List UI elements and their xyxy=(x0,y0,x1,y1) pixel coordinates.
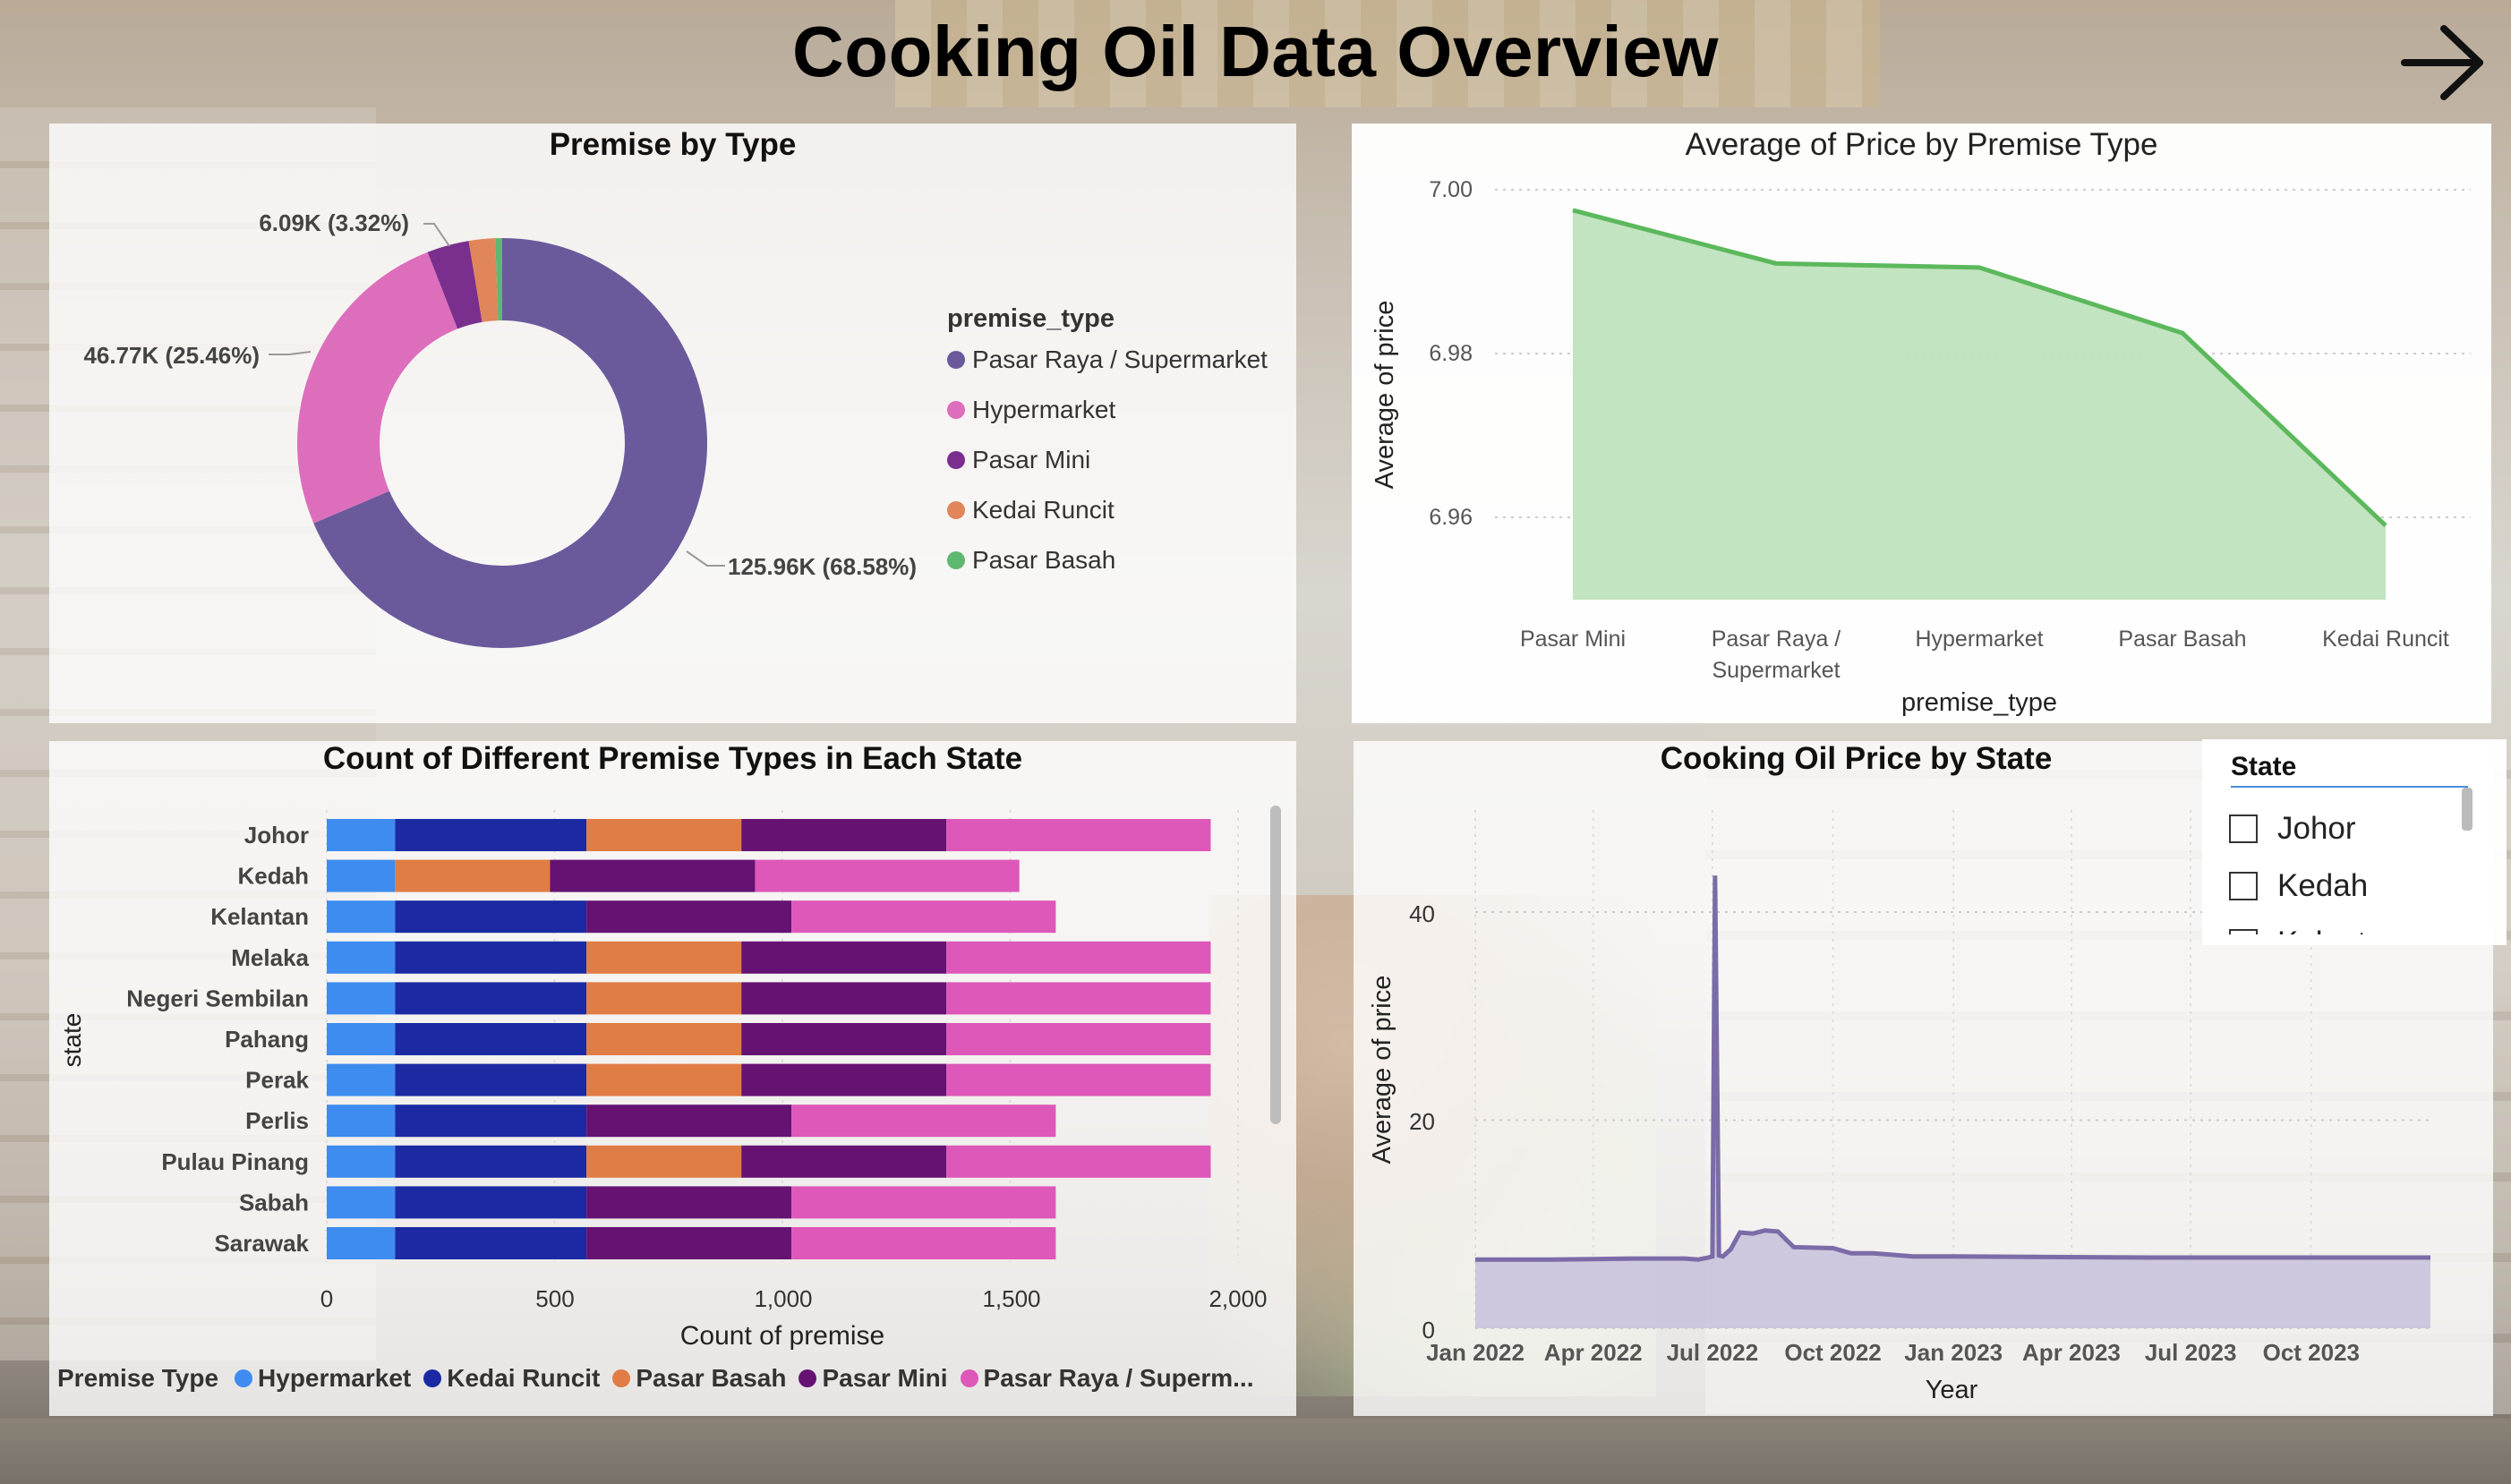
donut-leader-line-hypermarket xyxy=(269,351,312,355)
bar-legend-item-pasar-basah[interactable]: Pasar Basah xyxy=(612,1364,786,1393)
donut-slice[interactable] xyxy=(468,238,499,322)
bar-legend-item-hypermarket[interactable]: Hypermarket xyxy=(235,1364,411,1393)
stacked-bar-panel: Count of Different Premise Types in Each… xyxy=(49,741,1296,1416)
donut-label-hypermarket: 46.77K (25.46%) xyxy=(83,342,260,369)
area-y-axis-label: Average of price xyxy=(1371,301,1399,490)
donut-slice[interactable] xyxy=(427,241,483,329)
donut-label-pasar-mini: 6.09K (3.32%) xyxy=(259,209,409,236)
area-xtick: Supermarket xyxy=(1712,658,1840,683)
legend-label: Pasar Mini xyxy=(822,1364,948,1392)
donut-chart-title: Premise by Type xyxy=(549,127,797,162)
legend-dot xyxy=(960,1369,978,1387)
background-ornament xyxy=(895,0,1880,107)
area-xtick: Pasar Mini xyxy=(1520,627,1626,652)
legend-dot xyxy=(947,551,965,569)
legend-dot xyxy=(947,351,965,369)
slicer-item-label: Kelantan xyxy=(2277,925,2401,934)
area-xtick: Hypermarket xyxy=(1915,627,2043,652)
slicer-scrollbar[interactable] xyxy=(2462,788,2473,831)
legend-label: Pasar Basah xyxy=(972,546,1116,574)
legend-label: Pasar Raya / Superm... xyxy=(983,1364,1254,1392)
stacked-bar-title: Count of Different Premise Types in Each… xyxy=(322,741,1023,776)
slicer-title: State xyxy=(2231,752,2297,781)
line-chart-title: Cooking Oil Price by State xyxy=(1660,741,2053,776)
bar-legend-title: Premise Type xyxy=(57,1364,219,1392)
checkbox[interactable] xyxy=(2229,929,2258,934)
legend-label: Pasar Mini xyxy=(972,446,1091,473)
area-xtick: Pasar Basah xyxy=(2118,627,2246,652)
slicer-item-kedah[interactable]: Kedah xyxy=(2229,857,2471,915)
donut-leader-line-supermarket xyxy=(686,550,725,567)
bar-legend-item-supermarket[interactable]: Pasar Raya / Superm... xyxy=(960,1364,1254,1393)
legend-dot xyxy=(947,501,965,519)
legend-label: Kedai Runcit xyxy=(972,496,1115,524)
state-slicer: State Johor Kedah Kelantan xyxy=(2202,739,2507,945)
donut-chart-panel: Premise by Type 125.96K (68.58%) 46.77K … xyxy=(49,124,1296,723)
donut-label-supermarket: 125.96K (68.58%) xyxy=(728,553,917,580)
area-chart-title: Average of Price by Premise Type xyxy=(1685,127,2158,162)
area-ytick: 6.98 xyxy=(1429,341,1473,366)
area-fill xyxy=(1573,209,2386,600)
slicer-item-label: Johor xyxy=(2277,811,2356,846)
area-xtick: Kedai Runcit xyxy=(2322,627,2449,652)
area-ytick: 6.96 xyxy=(1429,505,1473,530)
area-line xyxy=(1572,208,2387,527)
donut-slice[interactable] xyxy=(313,238,708,649)
donut-slice[interactable] xyxy=(495,238,502,321)
checkbox[interactable] xyxy=(2229,872,2258,900)
background-footer-strip xyxy=(0,1419,2511,1484)
donut-slice[interactable] xyxy=(297,252,458,524)
legend-label: Hypermarket xyxy=(258,1364,412,1392)
donut-legend-item-kedai-runcit[interactable]: Kedai Runcit xyxy=(947,496,1115,525)
donut-legend-item-hypermarket[interactable]: Hypermarket xyxy=(947,396,1115,424)
legend-dot xyxy=(799,1369,817,1387)
checkbox[interactable] xyxy=(2229,814,2258,843)
legend-label: Pasar Basah xyxy=(636,1364,787,1392)
area-ytick: 7.00 xyxy=(1429,177,1473,202)
donut-legend-title: premise_type xyxy=(947,304,1115,333)
arrow-right-icon[interactable] xyxy=(2399,18,2489,107)
slicer-item-label: Kedah xyxy=(2277,868,2369,903)
slicer-list: Johor Kedah Kelantan xyxy=(2229,800,2471,934)
slicer-item-kelantan[interactable]: Kelantan xyxy=(2229,915,2471,934)
legend-dot xyxy=(947,451,965,469)
legend-dot xyxy=(423,1369,442,1387)
donut-chart: 125.96K (68.58%) 46.77K (25.46%) 6.09K (… xyxy=(83,209,917,649)
bar-chart-scrollbar[interactable] xyxy=(1270,806,1281,1124)
area-xtick: Pasar Raya / xyxy=(1712,627,1841,652)
area-chart: 7.00 6.98 6.96 Pasar Mini Pasar Raya / S… xyxy=(1371,177,2471,717)
slicer-underline xyxy=(2231,786,2468,788)
bar-legend-item-kedai-runcit[interactable]: Kedai Runcit xyxy=(423,1364,600,1393)
legend-dot xyxy=(947,401,965,419)
donut-legend-item-supermarket[interactable]: Pasar Raya / Supermarket xyxy=(947,345,1268,374)
area-chart-panel: Average of Price by Premise Type 7.00 6.… xyxy=(1352,124,2491,723)
donut-leader-line-pasar-mini xyxy=(423,223,450,247)
slicer-item-johor[interactable]: Johor xyxy=(2229,800,2471,857)
donut-legend-item-pasar-basah[interactable]: Pasar Basah xyxy=(947,546,1115,575)
legend-label: Hypermarket xyxy=(972,396,1116,423)
stacked-bar-legend: Premise Type Hypermarket Kedai Runcit Pa… xyxy=(57,1364,1266,1393)
area-x-axis-label: premise_type xyxy=(1901,688,2057,717)
page-title: Cooking Oil Data Overview xyxy=(792,12,1719,91)
legend-dot xyxy=(612,1369,631,1387)
legend-dot xyxy=(235,1369,253,1387)
legend-label: Kedai Runcit xyxy=(447,1364,601,1392)
legend-label: Pasar Raya / Supermarket xyxy=(972,345,1268,373)
donut-legend-item-pasar-mini[interactable]: Pasar Mini xyxy=(947,446,1090,474)
bar-legend-item-pasar-mini[interactable]: Pasar Mini xyxy=(799,1364,948,1393)
